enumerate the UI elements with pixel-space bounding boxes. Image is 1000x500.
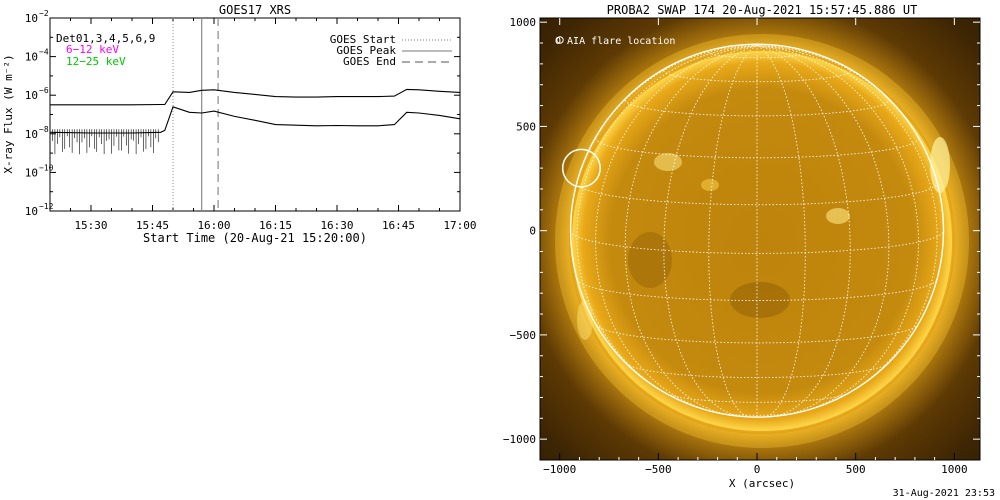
goes-event-markers [172,18,219,211]
disk-texture [577,137,950,340]
legend-12-25kev: 12−25 keV [66,55,126,68]
active-region [701,179,719,191]
goes-legend-left: Det01,3,4,5,6,9 6−12 keV 12−25 keV [56,32,155,68]
goes-y-tick-exponent: −12 [39,202,54,211]
swap-x-tick-label: 0 [754,463,761,476]
longitude-line [756,45,851,417]
longitude-line [756,45,919,414]
flare-legend: O AIA flare location [555,36,675,47]
latitude-line [596,324,918,344]
swap-x-tick-label: 1000 [941,463,968,476]
goes-y-tick-exponent: −8 [39,125,49,134]
swap-y-tick-label: 0 [529,225,536,238]
solar-disk [572,51,952,431]
goes-legend-right: GOES Start GOES Peak GOES End [330,33,452,68]
active-region [654,153,682,171]
goes-x-tick-label: 16:15 [259,219,292,232]
swap-y-tick-label: 500 [516,120,536,133]
longitude-line [708,45,758,418]
goes-series-line-2 [49,106,461,134]
swap-image [540,18,980,460]
limb-brightening [577,300,593,340]
goes-y-tick-label: 10 [25,128,38,141]
longitude-line [756,45,890,417]
legend-goes-peak: GOES Peak [336,44,396,57]
swap-x-label: X (arcsec) [729,477,795,490]
goes-series-group [49,88,461,155]
goes-y-tick-label: 10 [25,205,38,218]
goes-title: GOES17 XRS [219,3,291,17]
latitude-line [714,411,800,416]
goes-series-line-1 [50,88,461,106]
goes-y-tick-label: 10 [25,89,38,102]
active-region [826,208,850,224]
goes-x-tick-label: 16:30 [320,219,353,232]
longitude-line [570,45,758,231]
flare-legend-icon [556,36,564,44]
swap-title: PROBA2 SWAP 174 20-Aug-2021 15:57:45.886… [607,3,918,17]
limb-brightening [930,137,950,193]
goes-x-axis: 15:30 15:45 16:00 16:15 16:30 16:45 17:00 [70,18,477,232]
latitude-line [576,182,938,206]
goes-x-label: Start Time (20-Aug-21 15:20:00) [143,231,367,245]
goes-y-tick-label: 10 [25,166,38,179]
limb-glow [555,34,969,448]
legend-detectors: Det01,3,4,5,6,9 [56,32,155,45]
legend-goes-start: GOES Start [330,33,396,46]
legend-6-12kev: 6−12 keV [66,43,119,56]
goes-x-tick-label: 16:00 [197,219,230,232]
swap-y-tick-label: −500 [510,329,537,342]
goes-y-tick-exponent: −2 [39,9,49,18]
goes-x-tick-label: 15:30 [74,219,107,232]
goes-y-tick-label: 10 [25,12,38,25]
swap-plot-frame [539,17,981,461]
goes-y-tick-exponent: −10 [39,163,54,172]
swap-y-tick-label: −1000 [503,433,536,446]
longitude-line [595,45,758,414]
swap-x-tick-label: −1000 [543,463,576,476]
coronal-hole [628,232,672,288]
latitude-line [663,70,851,83]
swap-y-tick-label: 1000 [510,16,537,29]
swap-axes: −1000 −500 0 500 1000 1000 500 0 −500 −1000 [503,16,980,476]
goes-y-label: X-ray Flux (W m⁻²) [2,54,15,173]
goes-x-tick-label: 16:45 [382,219,415,232]
timestamp: 31-Aug-2021 23:53 [893,488,995,499]
longitude-line [663,45,758,417]
swap-x-tick-label: −500 [645,463,672,476]
flare-location-circle [561,148,601,188]
coronal-hole [730,282,790,318]
legend-goes-end: GOES End [343,55,396,68]
goes-y-tick-label: 10 [25,51,38,64]
swap-panel: PROBA2 SWAP 174 20-Aug-2021 15:57:45.886… [503,3,981,490]
longitude-line [756,45,806,418]
longitude-line [576,45,758,401]
latitude-line [570,230,944,254]
longitude-line [624,45,758,417]
swap-x-tick-label: 500 [846,463,866,476]
goes-x-tick-label: 17:00 [443,219,476,232]
goes-x-tick-label: 15:45 [136,219,169,232]
goes-y-tick-exponent: −6 [39,86,49,95]
heliographic-grid [569,43,945,418]
goes-y-tick-exponent: −4 [39,48,49,57]
longitude-line [756,45,938,401]
